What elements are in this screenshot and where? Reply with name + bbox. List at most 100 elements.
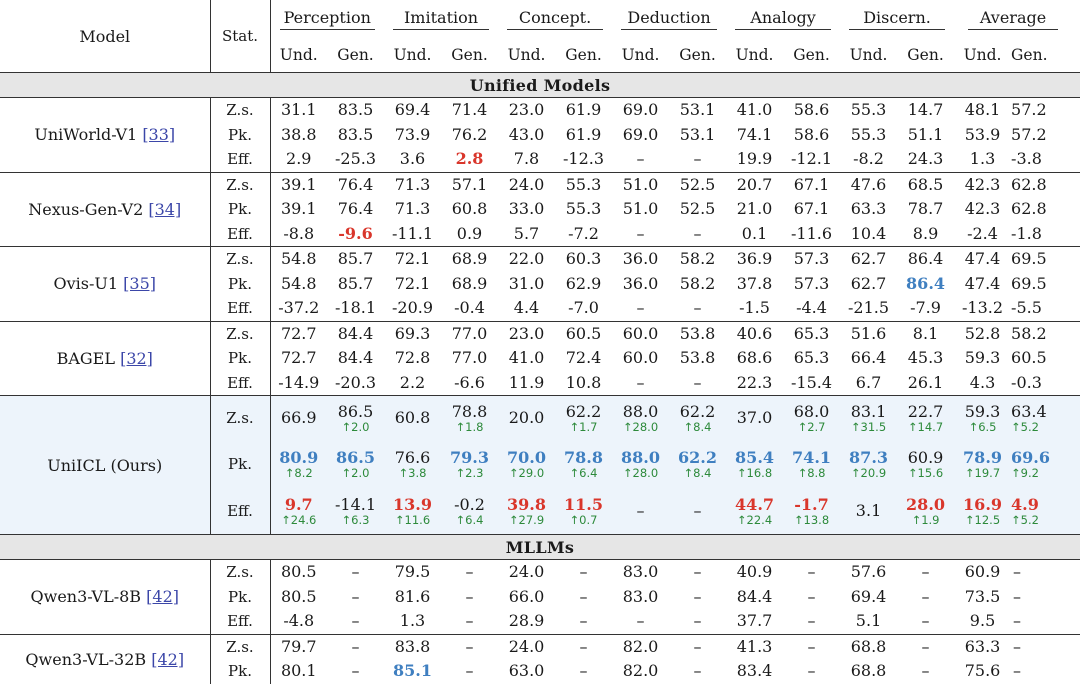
cell-value: 63.3 (850, 199, 887, 219)
cell-value: 41.0 (508, 348, 545, 368)
value-cell: – (612, 609, 669, 634)
cell-value: 16.9 (963, 494, 1003, 514)
value-cell: 67.1 (783, 171, 841, 197)
cell-value: 4.9 (1011, 495, 1039, 514)
citation-link[interactable]: [42] (151, 649, 185, 669)
value-cell: 72.4 (555, 346, 612, 371)
value-cell: 60.5 (1011, 346, 1047, 371)
stat-label: Eff. (210, 370, 271, 396)
value-cell: 53.9 (954, 123, 1011, 148)
value-cell: 55.3 (555, 197, 612, 222)
pad-cell (1023, 609, 1080, 634)
value-cell: 68.8 (840, 659, 897, 684)
cell-value: – (636, 149, 645, 169)
value-cell: 85.7 (327, 272, 384, 297)
stat-label: Z.s. (210, 246, 271, 272)
value-cell: 60.0 (612, 320, 670, 346)
subheader-gen: Gen. (907, 46, 944, 64)
cell-value: 85.7 (337, 273, 374, 293)
value-cell: -14.1 ↑6.3 (327, 488, 385, 535)
cell-value: – (579, 636, 588, 656)
value-cell: 69.0 (612, 98, 669, 123)
cell-value: 86.4 (906, 273, 946, 293)
value-cell: 45.3 (897, 346, 954, 371)
citation-link[interactable]: [35] (123, 274, 156, 294)
value-cell: 83.0 (612, 560, 669, 585)
subheader-und: Und. (279, 46, 318, 64)
cell-value: 69.4 (850, 586, 887, 606)
value-cell: 6.7 (840, 371, 897, 396)
delta-value: ↑29.0 (508, 465, 545, 480)
model-name-cell: BAGEL [32] (0, 320, 211, 396)
pad-cell (1023, 320, 1080, 346)
model-column-header: Model (0, 0, 211, 73)
value-cell: – (783, 560, 840, 585)
cell-value: 53.1 (679, 124, 716, 144)
subheader-und: Und. (963, 46, 1002, 64)
value-cell: – (669, 560, 726, 585)
value-cell: 38.8 (270, 123, 327, 148)
cell-value: -7.0 (568, 298, 599, 318)
cell-value: 84.4 (337, 323, 374, 343)
cell-value: 28.9 (508, 611, 545, 631)
cell-value: – (636, 223, 645, 243)
table-row: UniICL (Ours) Z.s. 66.9 86.5 ↑2.0 60.8 78.8 ↑1.… (0, 395, 1080, 535)
value-cell: 54.8 (270, 246, 327, 272)
cell-value: – (921, 586, 930, 606)
cell-value: 33.0 (508, 199, 545, 219)
cell-value: 78.7 (907, 199, 944, 219)
delta-value: ↑2.0 (341, 465, 370, 480)
delta-value: ↑24.6 (281, 512, 317, 527)
table-row: Pk. 80.5–81.6–66.0–83.0–84.4–69.4–73.5– (0, 584, 1080, 609)
delta-value: ↑1.9 (911, 512, 940, 527)
cell-value: 62.2 (679, 401, 716, 421)
model-name-cell: Qwen3-VL-32B [42] (0, 633, 211, 684)
cell-value: – (693, 298, 702, 318)
citation-link[interactable]: [33] (142, 125, 176, 145)
cell-value: 39.1 (280, 199, 317, 219)
cell-value: 57.3 (793, 249, 830, 269)
value-cell: -4.4 (783, 296, 840, 321)
model-name-cell: UniICL (Ours) (0, 395, 211, 535)
cell-value: 85.1 (393, 661, 432, 681)
citation-link[interactable]: [42] (146, 587, 179, 607)
delta-value: ↑0.7 (569, 512, 598, 527)
citation-link[interactable]: [34] (148, 199, 182, 219)
cell-value: – (807, 661, 816, 681)
citation-link[interactable]: [32] (120, 348, 153, 368)
cell-value: -12.3 (563, 149, 605, 169)
cell-value: 47.4 (964, 249, 1001, 269)
value-cell: 62.2 ↑8.4 (669, 440, 727, 488)
stat-label: Pk. (210, 122, 271, 147)
stat-label: Eff. (210, 296, 271, 321)
value-cell: 80.1 (270, 659, 327, 684)
cell-value: 62.7 (850, 273, 887, 293)
value-cell: 8.1 (897, 320, 955, 346)
value-cell: 60.8 (441, 197, 498, 222)
value-cell: 47.6 (840, 171, 898, 197)
cell-value: 5.7 (513, 223, 540, 243)
cell-value: -1.7 (794, 494, 829, 514)
value-cell: 69.4 (384, 98, 441, 123)
cell-value: 28.0 (906, 494, 946, 514)
cell-value: 51.0 (622, 174, 659, 194)
group-header-discern: Discern. (840, 0, 954, 38)
cell-value: 55.3 (565, 174, 602, 194)
cell-value: – (636, 501, 645, 520)
cell-value: 36.0 (622, 273, 659, 293)
cell-value: 10.8 (565, 372, 602, 392)
cell-value: 57.2 (1011, 100, 1047, 120)
cell-value: 84.4 (736, 586, 773, 606)
value-cell: 76.4 (327, 197, 384, 222)
delta-value: ↑8.2 (284, 465, 313, 480)
cell-value: -7.9 (910, 298, 941, 318)
group-header-deduction: Deduction (612, 0, 726, 38)
model-name: Qwen3-VL-32B (25, 649, 147, 669)
cell-value: 83.4 (736, 661, 773, 681)
value-cell: 4.3 (954, 371, 1011, 396)
table-row: Qwen3-VL-32B [42] Z.s. 79.7–83.8–24.0–82.0… (0, 633, 1080, 684)
cell-value: 61.9 (565, 124, 602, 144)
value-cell: 78.8 ↑1.8 (441, 395, 499, 440)
value-cell: 73.9 (384, 123, 441, 148)
